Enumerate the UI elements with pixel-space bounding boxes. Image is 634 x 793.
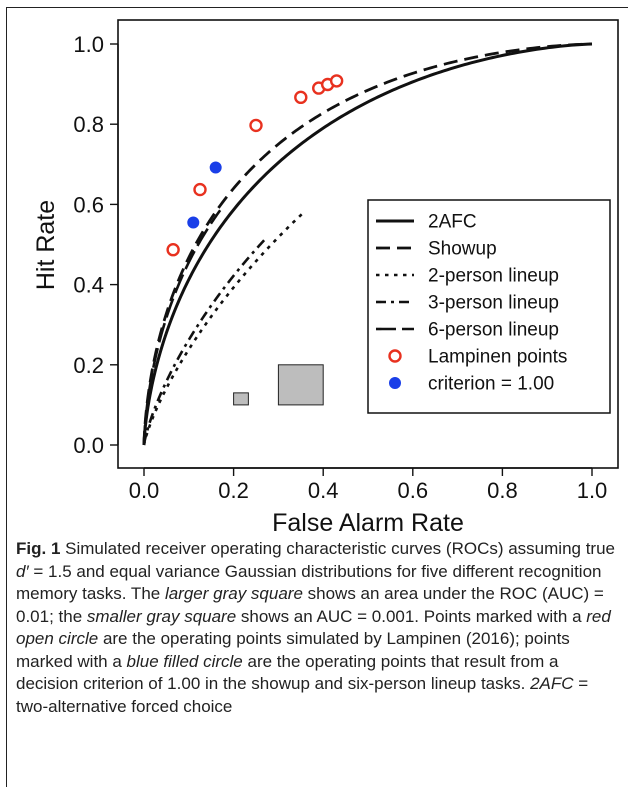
x-tick-label-0: 0.0 — [129, 478, 160, 503]
caption-text-5: are the operating points simulated by La… — [16, 629, 570, 671]
auc-square-0 — [233, 392, 249, 406]
legend-label-6-person-lineup: 6-person lineup — [428, 320, 559, 341]
auc-squares — [233, 364, 324, 406]
operating-points — [166, 74, 344, 257]
y-tick-label-1: 0.2 — [73, 353, 104, 378]
y-tick-label-4: 0.8 — [73, 112, 104, 137]
legend-label-showup: Showup — [428, 239, 497, 260]
auc-square-1 — [277, 364, 324, 406]
figure-frame — [6, 7, 628, 787]
legend-label-lampinen-points: Lampinen points — [428, 347, 567, 368]
caption-text-2: = 1.5 and equal variance Gaussian distri… — [16, 561, 602, 604]
criterion-point-0 — [187, 216, 200, 229]
x-axis-title: False Alarm Rate — [272, 509, 464, 537]
lampinen-point-3 — [294, 90, 308, 105]
legend-label-criterion-1-00: criterion = 1.00 — [428, 374, 554, 395]
lampinen-point-2 — [249, 118, 263, 133]
legend-swatch-lampinen-points — [388, 349, 402, 363]
x-tick-label-1: 0.2 — [218, 478, 249, 503]
legend: 2AFC Showup 2-person lineup 3-person lineup… — [367, 199, 611, 414]
legend-swatch-criterion-1-00 — [389, 377, 401, 389]
caption-blue-circle: blue filled circle — [126, 651, 243, 671]
y-axis-title: Hit Rate — [32, 200, 60, 290]
lampinen-point-6 — [329, 74, 344, 88]
caption-text-6: are the operating points that result fro… — [16, 651, 559, 694]
curve-2afc — [142, 42, 593, 446]
caption-red-circle: red open circle — [16, 606, 611, 649]
chart-axes: 0.0 0.2 0.4 0.6 0.8 1.0 0.0 0.2 0.4 0.6 0.8 1.0 — [73, 19, 619, 503]
caption-dprime: d′ — [16, 561, 29, 581]
roc-chart: 0.0 0.2 0.4 0.6 0.8 1.0 0.0 0.2 0.4 0.6 0.8 1.0 2AF… — [32, 19, 619, 537]
roc-curves — [142, 42, 593, 446]
caption-text-3: shows an area under the ROC (AUC) = 0.01… — [16, 584, 604, 626]
legend-label-3-person-lineup: 3-person lineup — [428, 293, 559, 314]
y-tick-label-3: 0.6 — [73, 192, 104, 217]
caption-text-1: Simulated receiver operating characteris… — [60, 539, 615, 558]
x-tick-label-2: 0.4 — [308, 478, 339, 503]
legend-label-2afc: 2AFC — [428, 212, 477, 233]
y-tick-label-2: 0.4 — [73, 273, 104, 298]
x-tick-label-4: 0.8 — [487, 478, 518, 503]
lampinen-point-0 — [166, 243, 180, 257]
caption-larger-square: larger gray square — [164, 584, 303, 603]
caption-smaller-square: smaller gray square — [86, 606, 237, 626]
legend-box — [367, 199, 611, 414]
x-tick-label-5: 1.0 — [577, 478, 608, 503]
caption-afc: 2AFC — [530, 674, 574, 693]
curve-2-person-lineup — [142, 209, 307, 446]
curve-3-person-lineup — [142, 238, 266, 446]
caption-text-4: shows an AUC = 0.001. Points marked with… — [236, 606, 587, 626]
caption-text-7: = two-alternative forced choice — [16, 674, 589, 716]
criterion-point-1 — [209, 161, 222, 174]
x-tick-label-3: 0.6 — [398, 478, 429, 503]
legend-label-2-person-lineup: 2-person lineup — [428, 266, 559, 287]
figure-caption: Fig. 1 Simulated receiver operating char… — [16, 538, 622, 718]
lampinen-point-1 — [193, 182, 207, 197]
caption-fig-label: Fig. 1 — [16, 539, 61, 558]
curve-6-person-lineup — [142, 209, 222, 446]
y-tick-label-5: 1.0 — [73, 32, 104, 57]
y-tick-label-0: 0.0 — [73, 433, 104, 458]
